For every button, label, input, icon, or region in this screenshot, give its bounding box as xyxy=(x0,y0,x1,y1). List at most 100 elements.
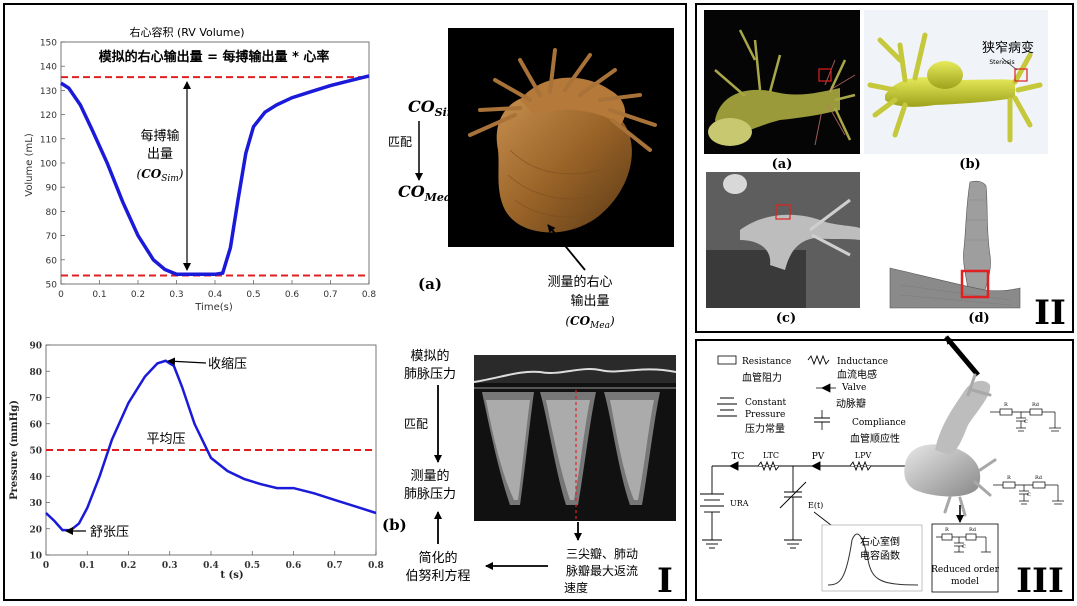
rv-formula: 模拟的右心输出量 = 每搏输出量 * 心率 xyxy=(99,49,330,65)
measured-co-1: 测量的右心 xyxy=(547,274,612,290)
legend-inductance-en: Inductance xyxy=(837,357,888,367)
rv-x-axis-label: Time(s) xyxy=(194,302,233,313)
panel-ii-image-d xyxy=(889,172,1021,309)
rv-volume-series xyxy=(60,74,370,277)
velocity-1: 三尖瓣、肺动 xyxy=(566,547,638,561)
heart-3d-model xyxy=(904,373,997,517)
rom-label-1: Reduced order xyxy=(931,565,999,575)
rom-rd: Rd xyxy=(969,527,977,533)
pa-match-group: 模拟的 肺脉压力 匹配 测量的 肺脉压力 (b) 简化的 伯努利方程 xyxy=(382,348,471,584)
panel-ii-label-b: (b) xyxy=(959,157,980,172)
pressure-axis-ticks: 0 0.1 0.2 0.3 0.4 0.5 0.6 0.7 0.8 10 20 30 40 50 60 70 8… xyxy=(29,342,383,572)
stroke-label-2: 出量 xyxy=(147,147,173,162)
circuit-ura: URA xyxy=(730,499,749,508)
y-tick-label: 150 xyxy=(40,39,57,49)
x-tick-label: 0.5 xyxy=(246,290,260,300)
panel-ii-roman: II xyxy=(1034,293,1066,333)
x-tick-label: 0.1 xyxy=(92,290,106,300)
panel-i-roman: I xyxy=(657,561,673,601)
measured-co-3: (COMea) xyxy=(565,314,615,331)
mean-label: 平均压 xyxy=(146,432,185,447)
circuit-legend: Resistance 血管阻力 Inductance 血流电感 Valve 动脉… xyxy=(717,354,906,445)
panel-ii-image-c xyxy=(706,172,860,308)
bernoulli-2: 伯努利方程 xyxy=(405,568,470,584)
y-tick-label: 70 xyxy=(29,394,42,404)
panel-iii-roman: III xyxy=(1016,561,1064,601)
doppler-image xyxy=(473,355,677,521)
co-mea-label: COMea xyxy=(398,182,451,204)
rc-network-mid xyxy=(993,481,1064,505)
panel-i-frame xyxy=(3,3,687,601)
pressure-y-axis-label: Pressure (mmHg) xyxy=(9,400,20,500)
pressure-x-axis-label: t (s) xyxy=(220,570,243,581)
panel-ii-label-d: (d) xyxy=(968,311,989,326)
circuit-ltc: LTC xyxy=(763,451,779,460)
panel-ii-label-a: (a) xyxy=(772,157,793,172)
y-tick-label: 80 xyxy=(46,208,58,218)
y-tick-label: 50 xyxy=(29,447,42,457)
legend-valve-en: Valve xyxy=(841,383,866,393)
rc-network-top xyxy=(990,408,1061,432)
rom-r: R xyxy=(945,527,949,533)
y-tick-label: 90 xyxy=(29,342,42,352)
rv-chart-title: 右心容积 (RV Volume) xyxy=(129,25,244,39)
x-tick-label: 0.5 xyxy=(244,561,260,571)
y-tick-label: 100 xyxy=(40,160,57,170)
diastolic-label: 舒张压 xyxy=(90,525,129,540)
x-tick-label: 0 xyxy=(43,561,49,571)
x-tick-label: 0.3 xyxy=(162,561,178,571)
x-tick-label: 0.3 xyxy=(169,290,183,300)
panel-iii-frame xyxy=(695,339,1074,601)
x-tick-label: 0 xyxy=(58,290,64,300)
systolic-label: 收缩压 xyxy=(208,356,247,372)
lumped-circuit xyxy=(700,460,930,549)
x-tick-label: 0.2 xyxy=(121,561,137,571)
co-match-label: 匹配 xyxy=(388,135,412,149)
mea-pa-1: 测量的 xyxy=(410,468,449,484)
stenosis-cn-label: 狭窄病变 xyxy=(982,40,1034,56)
y-tick-label: 140 xyxy=(40,63,57,73)
x-tick-label: 0.1 xyxy=(79,561,95,571)
y-tick-label: 50 xyxy=(46,281,58,291)
panel-i-label-b: (b) xyxy=(382,516,407,534)
y-tick-label: 60 xyxy=(46,256,58,266)
bernoulli-1: 简化的 xyxy=(418,550,457,566)
panel-ii-label-c: (c) xyxy=(776,311,796,326)
y-tick-label: 80 xyxy=(29,368,42,378)
ct-heart-image xyxy=(448,28,674,247)
rv-plot-area xyxy=(60,41,370,285)
y-tick-label: 40 xyxy=(29,473,42,483)
panel-i-label-a: (a) xyxy=(418,275,442,293)
y-tick-label: 120 xyxy=(40,111,57,121)
rv-y-axis-label: Volume (mL) xyxy=(24,133,35,197)
legend-compliance-en: Compliance xyxy=(852,418,906,428)
x-tick-label: 0.6 xyxy=(286,561,302,571)
y-tick-label: 130 xyxy=(40,87,57,97)
y-tick-label: 20 xyxy=(29,525,42,535)
rc-top-rd: Rd xyxy=(1032,402,1040,408)
rc-top-c: C xyxy=(1024,419,1028,425)
rc-mid-r: R xyxy=(1007,475,1011,481)
pressure-chart: 0 0.1 0.2 0.3 0.4 0.5 0.6 0.7 0.8 10 20 30 40 50 60 70 8… xyxy=(9,342,384,582)
circuit-et: E(t) xyxy=(808,501,823,510)
elastance-plot: 右心室倒 电容函数 xyxy=(821,524,923,592)
legend-resistance-cn: 血管阻力 xyxy=(742,371,782,384)
y-tick-label: 10 xyxy=(29,552,42,562)
y-tick-label: 70 xyxy=(46,232,58,242)
velocity-2: 脉瓣最大返流 xyxy=(566,563,638,578)
x-tick-label: 0.7 xyxy=(327,561,343,571)
sim-pa-1: 模拟的 xyxy=(410,348,449,364)
panel-ii-image-a xyxy=(704,10,860,154)
measured-co-2: 输出量 xyxy=(570,293,609,309)
legend-pressure-en-2: Pressure xyxy=(745,410,785,420)
x-tick-label: 0.8 xyxy=(368,561,384,571)
panel-ii-frame xyxy=(695,3,1074,333)
rv-axis-ticks: 0 0.1 0.2 0.3 0.4 0.5 0.6 0.7 0.8 50 60 70 80 90 100 11… xyxy=(40,39,377,301)
x-tick-label: 0.2 xyxy=(131,290,145,300)
rv-volume-chart: 右心容积 (RV Volume) 0 0.1 0.2 0.3 0.4 0.5 0.6 0.7 0… xyxy=(24,25,376,313)
co-match-group: COSim 匹配 COMea (a) xyxy=(388,97,458,293)
legend-valve-cn: 动脉瓣 xyxy=(836,397,866,410)
circuit-tc: TC xyxy=(732,452,745,462)
x-tick-label: 0.4 xyxy=(203,561,219,571)
